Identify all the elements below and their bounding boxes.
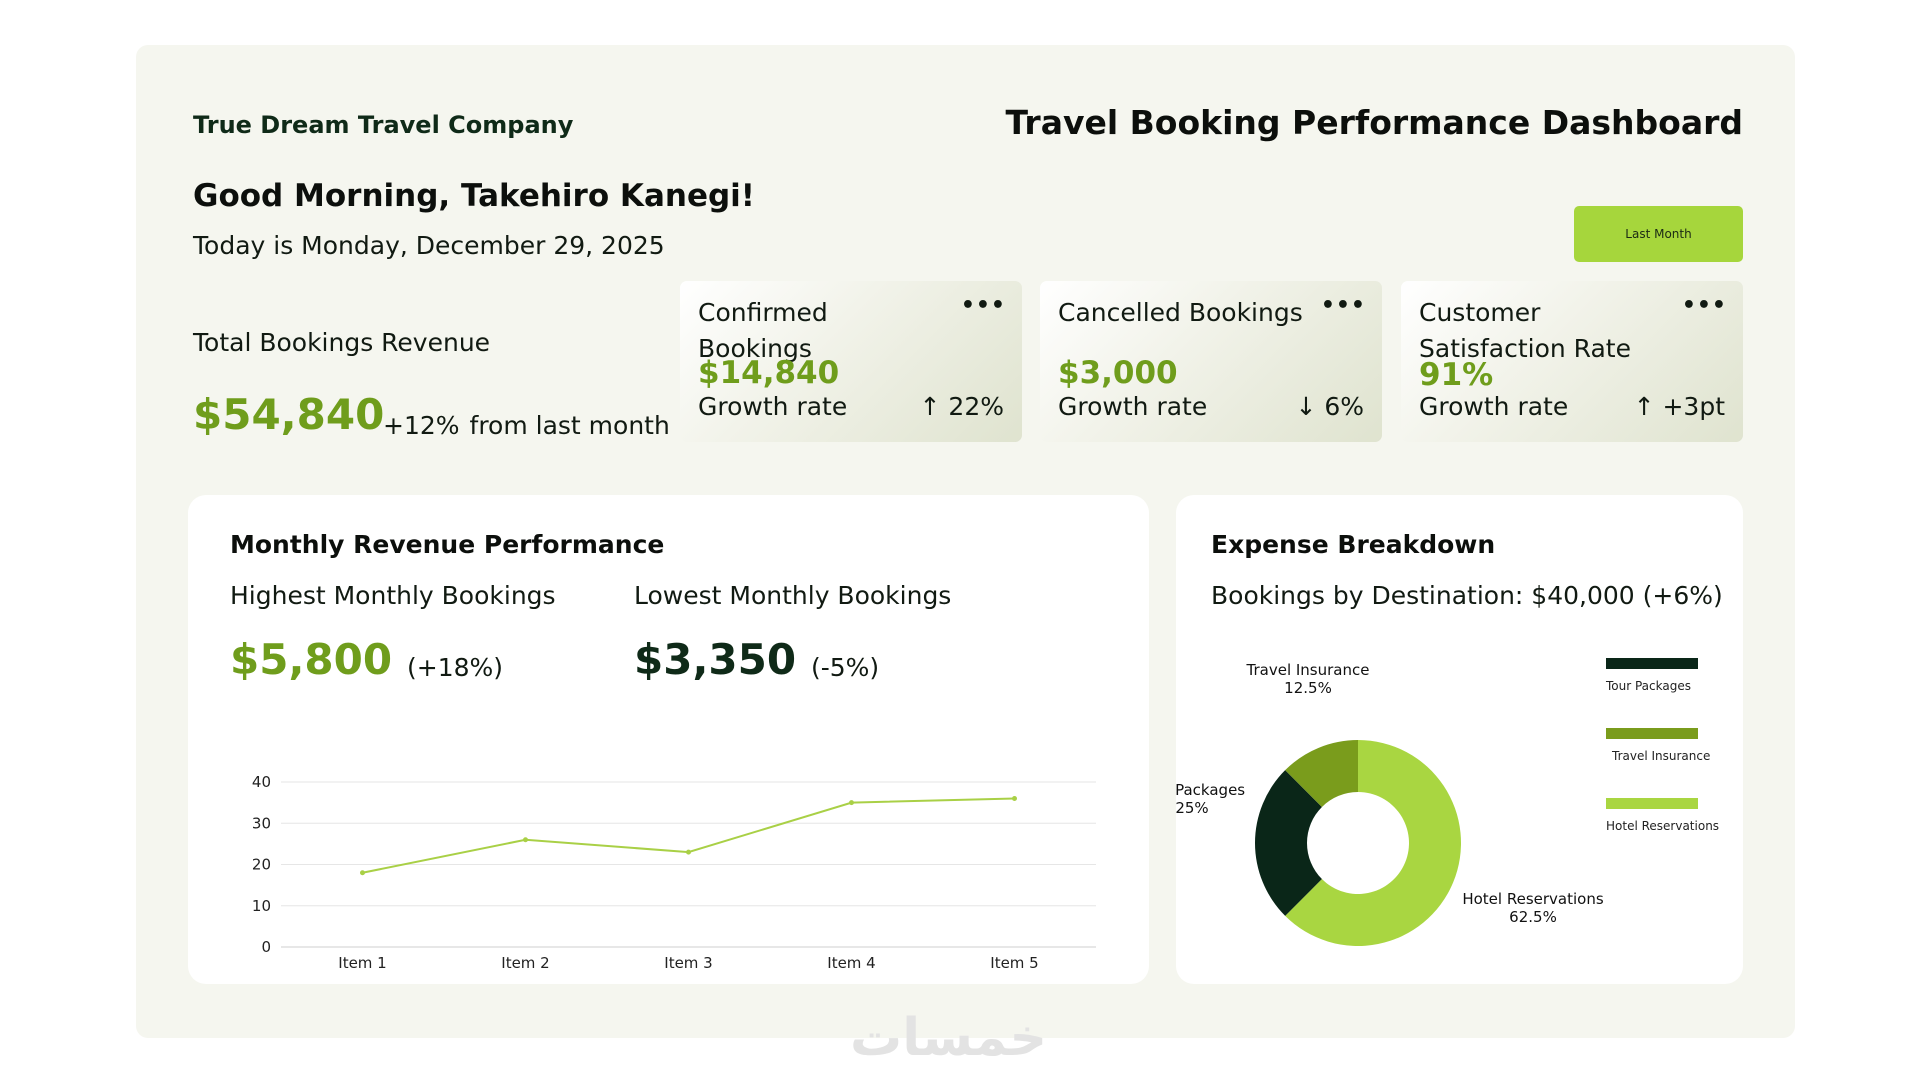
slice-percent: 62.5% [1509, 908, 1557, 926]
total-revenue-change: +12% from last month [383, 411, 680, 440]
data-point [523, 837, 528, 843]
x-tick-label: Item 2 [501, 954, 549, 972]
panel-title: Monthly Revenue Performance [230, 530, 665, 559]
company-name: True Dream Travel Company [193, 111, 574, 139]
greeting: Good Morning, Takehiro Kanegi! [193, 178, 755, 214]
dashboard-title: Travel Booking Performance Dashboard [1005, 103, 1743, 142]
total-revenue-change-suffix: from last month [469, 411, 670, 440]
kpi-title: Cancelled Bookings [1058, 298, 1303, 327]
y-tick-label: 30 [252, 814, 271, 832]
y-tick-label: 40 [252, 773, 271, 791]
lowest-bookings-value: $3,350 [634, 635, 797, 684]
kpi-value: 91% [1419, 357, 1494, 393]
highest-bookings-change: (+18%) [407, 653, 504, 682]
legend-label: Hotel Reservations [1606, 819, 1719, 833]
x-tick-label: Item 4 [827, 954, 875, 972]
pie-slice [1285, 740, 1461, 946]
lowest-bookings-change: (-5%) [811, 653, 880, 682]
kpi-growth-label: Growth rate [698, 392, 848, 421]
kpi-card-satisfaction: Customer Satisfaction Rate ••• 91% Growt… [1401, 281, 1743, 442]
kpi-value: $14,840 [698, 355, 840, 391]
kpi-card-confirmed: Confirmed Bookings ••• $14,840 Growth ra… [680, 281, 1022, 442]
total-revenue-label: Total Bookings Revenue [193, 328, 491, 357]
more-options-icon[interactable]: ••• [1320, 293, 1366, 318]
more-options-icon[interactable]: ••• [1681, 293, 1727, 318]
total-revenue-change-percent: +12% [383, 411, 460, 440]
legend-swatch [1606, 798, 1698, 809]
series-line [362, 797, 1015, 874]
kpi-delta: ↓ 6% [1295, 392, 1364, 421]
monthly-revenue-panel: Monthly Revenue Performance Highest Mont… [188, 495, 1149, 984]
highest-bookings-label: Highest Monthly Bookings [230, 581, 556, 610]
total-revenue-value: $54,840 [193, 390, 385, 439]
data-point [360, 870, 365, 876]
dashboard-board: True Dream Travel Company Travel Booking… [136, 45, 1795, 1038]
kpi-title: Confirmed Bookings [698, 298, 828, 363]
kpi-card-cancelled: Cancelled Bookings ••• $3,000 Growth rat… [1040, 281, 1382, 442]
slice-label: Tour Packages [1176, 781, 1245, 799]
current-date: Today is Monday, December 29, 2025 [193, 231, 665, 260]
slice-label: Hotel Reservations [1462, 890, 1603, 908]
legend-swatch [1606, 728, 1698, 739]
x-tick-label: Item 5 [990, 954, 1038, 972]
y-tick-label: 10 [252, 897, 271, 915]
revenue-line-chart: 0 10 20 30 40 Item 1 Item 2 Item 3 Item 4 Item 5 [252, 773, 1096, 972]
y-tick-label: 0 [261, 938, 271, 956]
pie-slice [1255, 770, 1322, 916]
kpi-value: $3,000 [1058, 355, 1178, 391]
expense-breakdown-panel: Expense Breakdown Bookings by Destinatio… [1176, 495, 1743, 984]
lowest-bookings-label: Lowest Monthly Bookings [634, 581, 952, 610]
kpi-growth-label: Growth rate [1419, 392, 1569, 421]
legend-label: Tour Packages [1605, 679, 1691, 693]
data-point [849, 800, 854, 806]
highest-bookings-value: $5,800 [230, 635, 393, 684]
slice-label: Travel Insurance [1246, 661, 1370, 679]
kpi-title: Customer Satisfaction Rate [1419, 298, 1631, 363]
data-point [686, 849, 691, 855]
slice-percent: 25% [1176, 799, 1209, 817]
watermark-logo: خمسات [850, 1008, 1048, 1068]
legend-swatch [1606, 658, 1698, 669]
period-filter-button[interactable]: Last Month [1574, 206, 1743, 262]
kpi-delta: ↑ +3pt [1633, 392, 1725, 421]
panel-title: Expense Breakdown [1211, 530, 1496, 559]
data-point [1012, 796, 1017, 801]
y-tick-label: 20 [252, 856, 271, 874]
x-tick-label: Item 3 [664, 954, 712, 972]
kpi-growth-label: Growth rate [1058, 392, 1208, 421]
kpi-delta: ↑ 22% [919, 392, 1004, 421]
expense-subtitle: Bookings by Destination: $40,000 (+6%) [1211, 581, 1723, 610]
slice-percent: 12.5% [1284, 679, 1332, 697]
more-options-icon[interactable]: ••• [960, 293, 1006, 318]
legend-label: Travel Insurance [1611, 749, 1710, 763]
x-tick-label: Item 1 [338, 954, 386, 972]
pie-slice [1285, 740, 1358, 807]
